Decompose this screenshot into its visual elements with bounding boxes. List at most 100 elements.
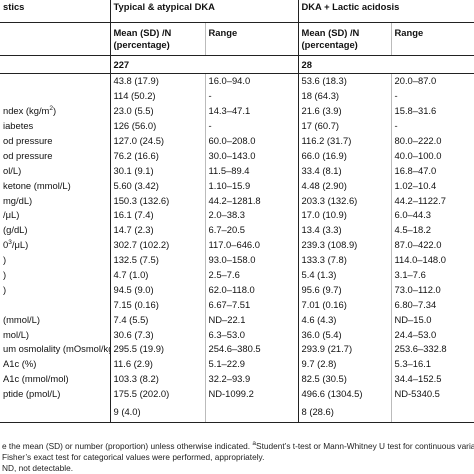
range-group1-cell: 2.0–38.3 <box>204 208 299 223</box>
range-group1-cell: 6.3–53.0 <box>204 327 299 343</box>
row-label: ndex (kg/m2) <box>3 105 57 117</box>
row-label: od pressure <box>3 149 53 161</box>
range-group2-cell: 4.5–18.2 <box>390 222 474 238</box>
range-group2-cell: ND-5340.5 <box>390 386 474 402</box>
table-row: 9 (4.0) 8 (28.6) <box>0 401 474 423</box>
range-group2-cell: 114.0–148.0 <box>390 252 474 268</box>
mean-group1-cell: 4.7 (1.0) <box>109 267 205 283</box>
mean-group2-cell: 116.2 (31.7) <box>297 133 392 149</box>
footnote-line-3: ND, not detectable. <box>2 463 74 473</box>
range-group1-cell: ND-1099.2 <box>204 386 299 402</box>
table-row: ol/L) 30.1 (9.1) 11.5–89.4 33.4 (8.1) 16.8–4… <box>0 163 474 179</box>
range-group2-cell: 6.80–7.34 <box>390 297 474 313</box>
table-row: iabetes 126 (56.0) -17 (60.7) - <box>0 118 474 134</box>
row-label: (g/dL) <box>3 224 28 236</box>
mean-group2-cell: 9.7 (2.8) <box>297 356 392 372</box>
row-label: ptide (pmol/L) <box>3 388 61 400</box>
range-group2-cell: 5.3–16.1 <box>390 356 474 372</box>
mean-group2-cell: 66.0 (16.9) <box>297 148 392 164</box>
range-group1-cell: ND–22.1 <box>204 312 299 328</box>
mean-group1-cell: 16.1 (7.4) <box>109 208 205 223</box>
row-label <box>0 401 110 423</box>
range-group1-cell: 60.0–208.0 <box>204 133 299 149</box>
mean-group2-cell: 33.4 (8.1) <box>297 163 392 179</box>
range-group2-cell: 87.0–422.0 <box>390 237 474 253</box>
row-label: ol/L) <box>3 164 22 176</box>
mean-group2-cell: 17.0 (10.9) <box>297 208 392 223</box>
sample-size-row: 227 28 <box>0 55 474 74</box>
range-group2-cell: 3.1–7.6 <box>390 267 474 283</box>
row-label: mg/dL) <box>3 194 33 206</box>
group-header-row: stics Typical & atypical DKA DKA + Lacti… <box>0 0 474 23</box>
sample-size-group1: 227 <box>109 55 299 74</box>
mean-group1-cell: 94.5 (9.0) <box>109 282 205 298</box>
range-group2-cell <box>390 401 474 423</box>
data-table-container: stics Typical & atypical DKA DKA + Lacti… <box>0 0 474 423</box>
mean-group2-cell: 239.3 (108.9) <box>297 237 392 253</box>
mean-group1-cell: 7.15 (0.16) <box>109 297 205 313</box>
range-group1-cell: 62.0–118.0 <box>204 282 299 298</box>
row-label <box>0 297 110 312</box>
table-row: ketone (mmol/L) 5.60 (3.42) 1.10–15.9 4.48 … <box>0 178 474 194</box>
mean-group2-cell: 82.5 (30.5) <box>297 371 392 387</box>
range-group1-cell: 16.0–94.0 <box>204 73 299 89</box>
table-row: (g/dL) 14.7 (2.3) 6.7–20.5 13.4 (3.3) 4.5–18… <box>0 222 474 238</box>
table-row: 03/μL) 302.7 (102.2) 117.0–646.0 239.3 (108… <box>0 237 474 253</box>
range-group2-cell: 20.0–87.0 <box>390 73 474 89</box>
table-row: od pressure 76.2 (16.6) 30.0–143.0 66.0 (16… <box>0 148 474 164</box>
range-group1-cell: 254.6–380.5 <box>204 342 299 357</box>
row-label: A1c (%) <box>3 358 37 370</box>
mean-group2-cell: 133.3 (7.8) <box>297 252 392 268</box>
range-group2-cell: 80.0–222.0 <box>390 133 474 149</box>
mean-header-group2: Mean (SD) /N (percentage) <box>297 22 392 56</box>
range-group2-cell: 40.0–100.0 <box>390 148 474 164</box>
range-group1-cell: 32.2–93.9 <box>204 371 299 387</box>
table-row: ndex (kg/m2) 23.0 (5.5) 14.3–47.1 21.6 (3.9… <box>0 103 474 119</box>
range-group1-cell: 117.0–646.0 <box>204 237 299 253</box>
row-label: ) <box>3 254 7 266</box>
mean-group1-cell: 126 (56.0) <box>109 118 205 134</box>
table-row: A1c (mmol/mol) 103.3 (8.2) 32.2–93.9 82.5 (… <box>0 371 474 387</box>
table-row: ptide (pmol/L) 175.5 (202.0) ND-1099.2 496.… <box>0 386 474 402</box>
row-label <box>0 74 110 89</box>
mean-group1-cell: 23.0 (5.5) <box>109 103 205 119</box>
range-group2-cell: - <box>390 88 474 104</box>
range-group1-cell: 44.2–1281.8 <box>204 193 299 209</box>
mean-group2-cell: 7.01 (0.16) <box>297 297 392 313</box>
range-group1-cell: 30.0–143.0 <box>204 148 299 164</box>
range-group1-cell: 5.1–22.9 <box>204 356 299 372</box>
mean-group1-cell: 302.7 (102.2) <box>109 237 205 253</box>
range-group1-cell: 93.0–158.0 <box>204 252 299 268</box>
footnote-line-2: Fisher’s exact test for categorical valu… <box>2 452 265 462</box>
characteristics-header: stics <box>0 0 110 23</box>
range-group1-cell: 6.7–20.5 <box>204 222 299 238</box>
table-footnotes: e the mean (SD) or number (proportion) u… <box>2 441 474 474</box>
table-row: 7.15 (0.16) 6.67–7.51 7.01 (0.16) 6.80–7.34 <box>0 297 474 313</box>
mean-group1-cell: 43.8 (17.9) <box>109 73 205 89</box>
row-label: mol/L) <box>3 328 30 340</box>
range-group2-cell: - <box>390 118 474 134</box>
range-header-group2: Range <box>390 22 474 56</box>
mean-group2-cell: 95.6 (9.7) <box>297 282 392 298</box>
range-header-group1: Range <box>204 22 299 56</box>
mean-group1-cell: 5.60 (3.42) <box>109 178 205 194</box>
range-group2-cell: 1.02–10.4 <box>390 178 474 194</box>
table-row: ) 132.5 (7.5) 93.0–158.0 133.3 (7.8) 114.0–1… <box>0 252 474 268</box>
table-row: 114 (50.2) -18 (64.3) - <box>0 88 474 104</box>
row-label: iabetes <box>3 120 34 132</box>
mean-group1-cell: 11.6 (2.9) <box>109 356 205 372</box>
row-label: ) <box>3 269 7 281</box>
mean-group2-cell: 4.6 (4.3) <box>297 312 392 328</box>
mean-group1-cell: 14.7 (2.3) <box>109 222 205 238</box>
table-row: (mmol/L) 7.4 (5.5) ND–22.1 4.6 (4.3) ND–15.0 <box>0 312 474 328</box>
range-group1-cell: 11.5–89.4 <box>204 163 299 179</box>
range-group1-cell: 1.10–15.9 <box>204 178 299 194</box>
table-row: 43.8 (17.9) 16.0–94.0 53.6 (18.3) 20.0–87.0 <box>0 73 474 89</box>
range-group2-cell: 73.0–112.0 <box>390 282 474 298</box>
mean-group2-cell: 203.3 (132.6) <box>297 193 392 209</box>
range-group2-cell: 34.4–152.5 <box>390 371 474 387</box>
range-group2-cell: 44.2–1122.7 <box>390 193 474 209</box>
range-group1-cell: 6.67–7.51 <box>204 297 299 313</box>
characteristics-table: stics Typical & atypical DKA DKA + Lacti… <box>0 0 474 423</box>
range-group2-cell: ND–15.0 <box>390 312 474 328</box>
